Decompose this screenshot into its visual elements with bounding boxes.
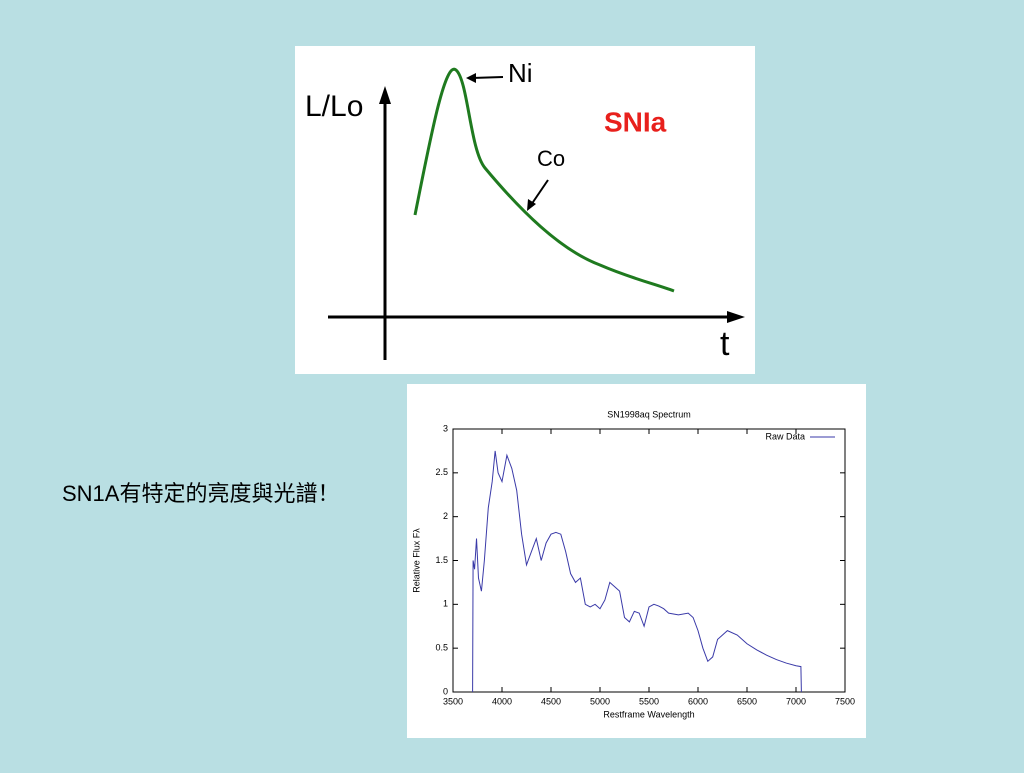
y-axis-label: Relative Flux Fλ (411, 528, 421, 593)
co-label: Co (537, 146, 565, 171)
x-tick-label: 7000 (786, 696, 806, 706)
pointer (530, 179, 549, 206)
x-tick-label: 4500 (541, 696, 561, 706)
y-label: L/Lo (305, 90, 363, 123)
x-axis-label: Restframe Wavelength (603, 709, 694, 719)
y-tick-label: 0 (443, 686, 448, 696)
x-tick-label: 7500 (835, 696, 855, 706)
light-curve (413, 67, 675, 293)
y-tick-label: 2 (443, 511, 448, 521)
y-tick-label: 1 (443, 599, 448, 609)
y-tick-label: 3 (443, 423, 448, 433)
legend-label: Raw Data (765, 431, 805, 441)
x-tick-label: 5500 (639, 696, 659, 706)
x-tick-label: 5000 (590, 696, 610, 706)
x-tick-label: 6500 (737, 696, 757, 706)
series-line (472, 450, 802, 693)
chart-title: SN1998aq Spectrum (607, 409, 691, 419)
arrow-head (527, 199, 536, 211)
y-tick-label: 2.5 (435, 467, 448, 477)
arrow-head (727, 311, 745, 323)
x-tick-label: 6000 (688, 696, 708, 706)
x-tick-label: 4000 (492, 696, 512, 706)
pointer (471, 76, 504, 79)
y-tick-label: 1.5 (435, 555, 448, 565)
chart: SN1998aq Spectrum Restframe Wavelength Rel… (411, 409, 855, 719)
tag: SNIa (604, 106, 667, 137)
arrow-head (466, 73, 476, 83)
x-tick-label: 3500 (443, 696, 463, 706)
ni-label: Ni (508, 58, 533, 88)
arrow-head (379, 86, 391, 104)
slide-text: SN1A有特定的亮度與光譜！ (62, 481, 339, 506)
y-tick-label: 0.5 (435, 643, 448, 653)
x-label: t (720, 325, 730, 363)
diagram: L/Lo Ni Co SNIa t (295, 46, 755, 374)
chart-bg (407, 384, 866, 738)
